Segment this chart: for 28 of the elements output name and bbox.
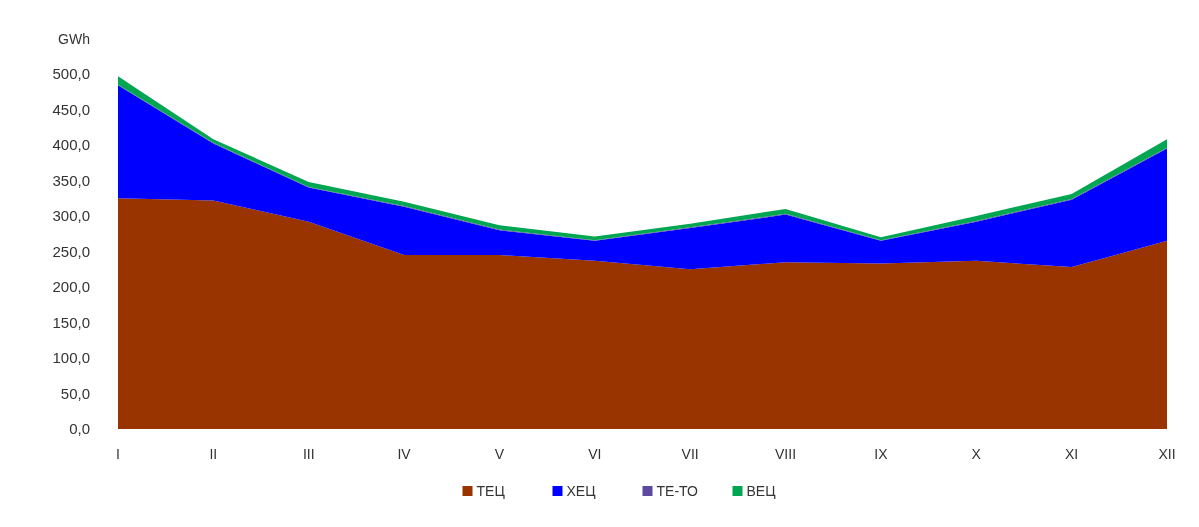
y-tick-label: 350,0	[52, 171, 90, 189]
x-tick-label: II	[209, 446, 218, 462]
y-tick-label: 450,0	[52, 100, 90, 118]
x-tick-label: V	[494, 446, 505, 462]
x-tick-label: VIII	[775, 446, 797, 462]
y-tick-label: 150,0	[52, 313, 90, 331]
legend-label: ХЕЦ	[566, 482, 597, 499]
y-tick-label: 0,0	[69, 420, 90, 438]
y-axis-title: GWh	[58, 31, 90, 47]
y-tick-label: 100,0	[52, 349, 90, 367]
y-tick-label: 200,0	[52, 278, 90, 296]
y-tick-label: 300,0	[52, 207, 90, 225]
x-tick-label: XI	[1065, 446, 1079, 462]
x-tick-label: XII	[1158, 446, 1176, 462]
legend-label: ВЕЦ	[746, 482, 777, 499]
y-tick-label: 500,0	[52, 65, 90, 83]
legend-label: ТЕЦ	[476, 482, 506, 499]
y-tick-label: 400,0	[52, 136, 90, 154]
x-tick-label: IV	[397, 446, 412, 462]
legend-label: ТЕ-ТО	[656, 482, 698, 499]
x-tick-label: III	[302, 446, 315, 462]
x-tick-label: VII	[681, 446, 699, 462]
y-tick-label: 50,0	[60, 384, 90, 402]
x-tick-label: VI	[588, 446, 602, 462]
x-tick-label: I	[116, 446, 120, 462]
x-tick-label: IX	[874, 446, 889, 462]
y-tick-label: 250,0	[52, 242, 90, 260]
x-tick-label: X	[971, 446, 982, 462]
